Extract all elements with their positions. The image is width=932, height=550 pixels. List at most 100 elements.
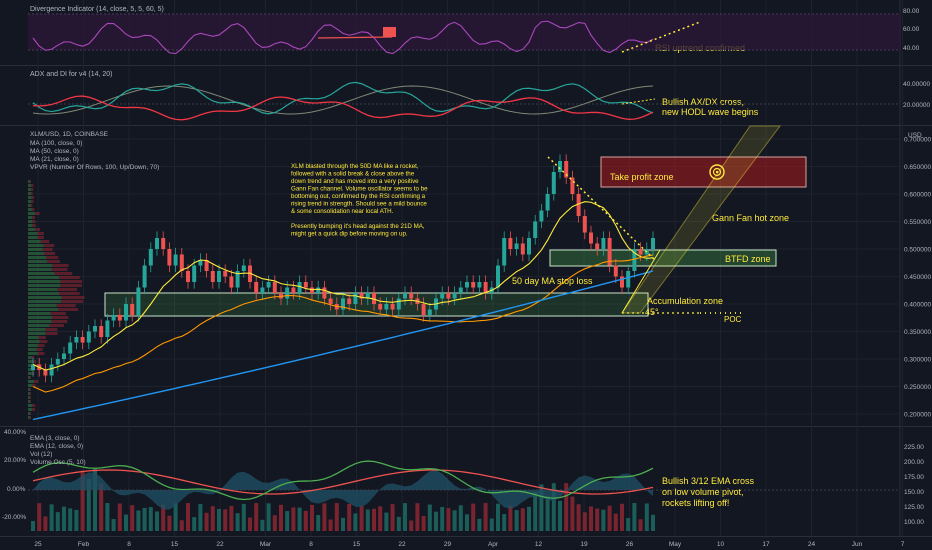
- candle-body: [651, 238, 655, 249]
- vpvr-bar-down: [30, 376, 31, 379]
- price-tick: 0.400000: [904, 302, 931, 309]
- volume-bar: [105, 503, 109, 531]
- vpvr-bar-down: [41, 240, 49, 243]
- vpvr-bar-up: [28, 280, 60, 283]
- candle-body: [595, 244, 599, 250]
- candle-body: [626, 271, 630, 288]
- volume-bar: [409, 521, 413, 531]
- volume-bar: [236, 513, 240, 531]
- volume-bar: [378, 506, 382, 531]
- candle-body: [639, 249, 643, 255]
- candle-body: [87, 332, 91, 343]
- volume-bar: [372, 509, 376, 531]
- vpvr-bar-down: [37, 236, 43, 239]
- volume-bar: [614, 514, 618, 531]
- time-tick: 25: [34, 541, 42, 548]
- vpvr-bar-up: [28, 412, 30, 415]
- volume-bar: [527, 507, 531, 531]
- rsi-axis-60: 60.00: [903, 26, 920, 33]
- volume-bar: [229, 506, 233, 531]
- candle-body: [353, 293, 357, 304]
- gann-fan-label: Gann Fan hot zone: [712, 213, 789, 223]
- volume-bar: [360, 506, 364, 531]
- volume-bar: [502, 514, 506, 531]
- candle-body: [409, 293, 413, 299]
- time-tick: Apr: [488, 541, 499, 548]
- vpvr-bar-down: [52, 264, 68, 267]
- vpvr-bar-down: [44, 244, 54, 247]
- candle-body: [143, 266, 147, 288]
- volume-bar: [341, 518, 345, 531]
- vpvr-bar-down: [58, 308, 78, 311]
- volume-bar: [608, 506, 612, 531]
- adx-axis-20: 20.00000: [903, 102, 930, 109]
- price-tick: 0.500000: [904, 247, 931, 254]
- vpvr-bar-down: [30, 392, 31, 395]
- candle-body: [298, 282, 302, 293]
- candle-body: [223, 271, 227, 277]
- vol-axis-175: 175.00: [904, 474, 924, 481]
- volume-bar: [384, 513, 388, 531]
- vpvr-bar-down: [32, 408, 35, 411]
- candle-body: [161, 238, 165, 249]
- candle-body: [384, 304, 388, 310]
- vpvr-bar-up: [28, 256, 46, 259]
- volume-bar: [112, 519, 116, 531]
- volume-bar: [136, 510, 140, 531]
- volume-bar: [546, 496, 550, 531]
- adx-title: ADX and DI for v4 (14, 20): [30, 71, 112, 78]
- vpvr-bar-down: [62, 296, 85, 299]
- vpvr-bar-down: [32, 404, 35, 407]
- time-tick: 17: [762, 541, 770, 548]
- vpvr-bar-down: [31, 192, 33, 195]
- volume-bar: [155, 511, 159, 531]
- candle-body: [329, 299, 333, 305]
- candle-body: [322, 288, 326, 299]
- volume-bar: [74, 510, 78, 531]
- commentary-line: Presently bumping it's head against the …: [291, 223, 425, 230]
- vpvr-bar-down: [47, 260, 60, 263]
- vpvr-bar-up: [28, 264, 52, 267]
- vpvr-bar-down: [37, 348, 43, 351]
- candle-body: [508, 238, 512, 249]
- vpvr-bar-up: [28, 392, 30, 395]
- candle-body: [533, 222, 537, 239]
- candle-body: [155, 238, 159, 249]
- vpvr-bar-up: [28, 340, 40, 343]
- volume-bar: [43, 516, 47, 531]
- volume-bar: [403, 503, 407, 531]
- vpvr-bar-up: [28, 344, 38, 347]
- volume-bar: [248, 518, 252, 531]
- vpvr-bar-down: [30, 412, 31, 415]
- vpvr-bar-down: [52, 316, 68, 319]
- vpvr-bar-down: [32, 216, 35, 219]
- volume-bar: [570, 497, 574, 531]
- vpvr-bar-up: [28, 300, 61, 303]
- vpvr-bar-up: [28, 352, 38, 355]
- legend-ma21: MA (21, close, 0): [30, 156, 79, 163]
- take-profit-label: Take profit zone: [610, 172, 674, 182]
- candle-body: [601, 238, 605, 249]
- candle-body: [614, 266, 618, 277]
- volume-bar: [316, 515, 320, 531]
- candle-body: [428, 310, 432, 316]
- vpvr-bar-down: [30, 400, 31, 403]
- volume-bar: [62, 507, 66, 531]
- vpvr-bar-down: [30, 396, 31, 399]
- adx-axis-40: 40.00000: [903, 81, 930, 88]
- vpvr-bar-up: [28, 232, 38, 235]
- time-tick: Jun: [852, 541, 863, 548]
- vpvr-bar-down: [31, 184, 33, 187]
- candle-body: [174, 255, 178, 266]
- volume-bar: [267, 503, 271, 531]
- volume-bar: [174, 503, 178, 531]
- vpvr-bar-up: [28, 372, 32, 375]
- rsi-band: [28, 14, 900, 50]
- time-tick: 8: [127, 541, 131, 548]
- candle-body: [217, 271, 221, 282]
- vpvr-bar-up: [28, 292, 59, 295]
- vpvr-bar-down: [59, 292, 80, 295]
- volume-bar: [589, 506, 593, 531]
- volume-bar: [298, 508, 302, 531]
